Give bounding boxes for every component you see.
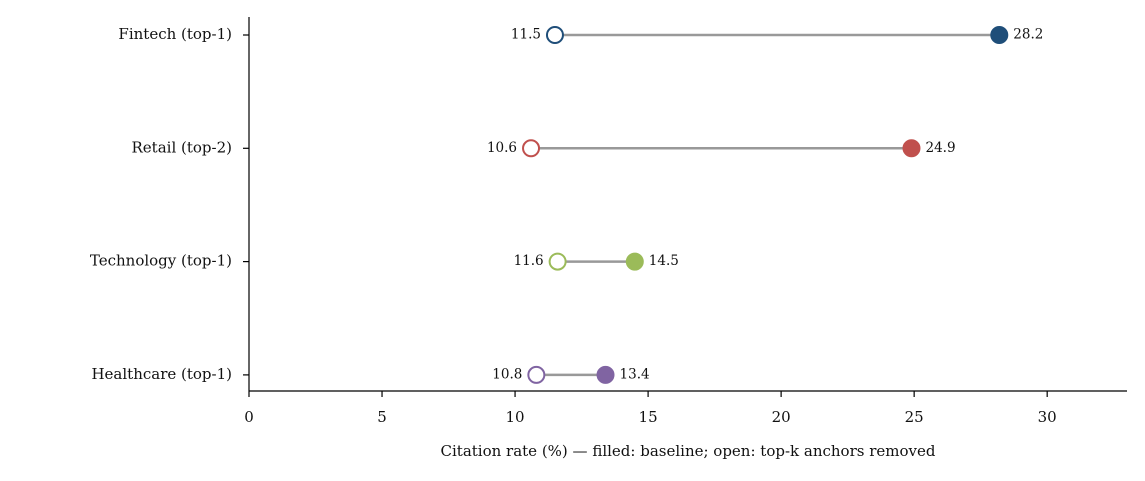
value-label: 24.9 — [925, 140, 955, 156]
value-label: 14.5 — [649, 253, 679, 269]
value-label: 13.4 — [620, 366, 650, 382]
y-tick-label: Fintech (top-1) — [118, 25, 232, 43]
y-tick-label: Retail (top-2) — [132, 138, 232, 156]
removed-marker — [545, 26, 564, 44]
x-tick-label: 0 — [244, 408, 254, 426]
removed-marker — [527, 365, 546, 384]
value-label: 10.6 — [487, 140, 517, 156]
x-axis-label: Citation rate (%) — filled: baseline; op… — [441, 442, 936, 460]
value-label: 10.8 — [492, 366, 522, 382]
x-tick-label: 25 — [905, 408, 924, 426]
y-tick-label: Technology (top-1) — [90, 252, 232, 270]
baseline-marker — [902, 139, 921, 158]
x-tick-label: 5 — [377, 408, 387, 426]
x-tick-label: 20 — [772, 408, 791, 426]
baseline-marker — [990, 26, 1009, 44]
removed-marker — [522, 139, 541, 158]
removed-marker — [548, 252, 567, 271]
y-tick-label: Healthcare (top-1) — [91, 365, 232, 383]
baseline-marker — [596, 365, 615, 384]
x-tick-label: 30 — [1038, 408, 1057, 426]
x-tick-label: 15 — [639, 408, 658, 426]
value-label: 28.2 — [1013, 27, 1043, 43]
baseline-marker — [625, 252, 644, 271]
value-label: 11.6 — [514, 253, 544, 269]
value-label: 11.5 — [511, 27, 541, 43]
x-tick-label: 10 — [506, 408, 525, 426]
